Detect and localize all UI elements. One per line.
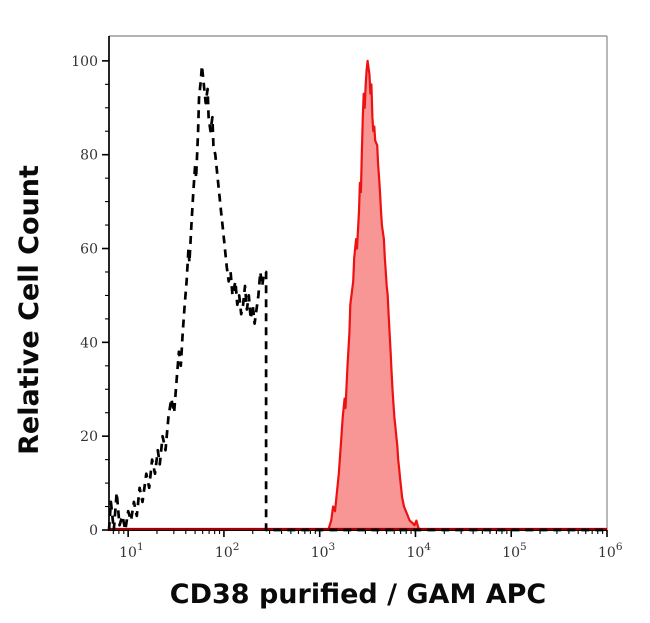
red-histogram-fill bbox=[328, 60, 421, 531]
y-tick-label: 100 bbox=[71, 54, 98, 70]
x-tick-label: 104 bbox=[406, 541, 431, 561]
y-axis-title: Relative Cell Count bbox=[14, 165, 45, 455]
x-tick-label: 106 bbox=[598, 541, 623, 561]
y-tick-label: 80 bbox=[80, 148, 98, 164]
red-histogram-outline bbox=[327, 59, 422, 531]
y-tick-label: 0 bbox=[89, 523, 98, 539]
y-tick-label: 40 bbox=[80, 335, 98, 351]
y-tick-label: 20 bbox=[80, 429, 98, 445]
y-tick-label: 60 bbox=[80, 242, 98, 258]
dashed-histogram-outline bbox=[107, 64, 607, 532]
x-axis-title: CD38 purified / GAM APC bbox=[170, 579, 546, 610]
x-tick-label: 103 bbox=[311, 541, 336, 561]
x-tick-label: 105 bbox=[502, 541, 527, 561]
x-tick-label: 101 bbox=[119, 541, 144, 561]
plot-root: 0 20 40 60 80 100 101 102 103 104 105 106 bbox=[71, 35, 623, 561]
x-tick-label: 102 bbox=[215, 541, 240, 561]
